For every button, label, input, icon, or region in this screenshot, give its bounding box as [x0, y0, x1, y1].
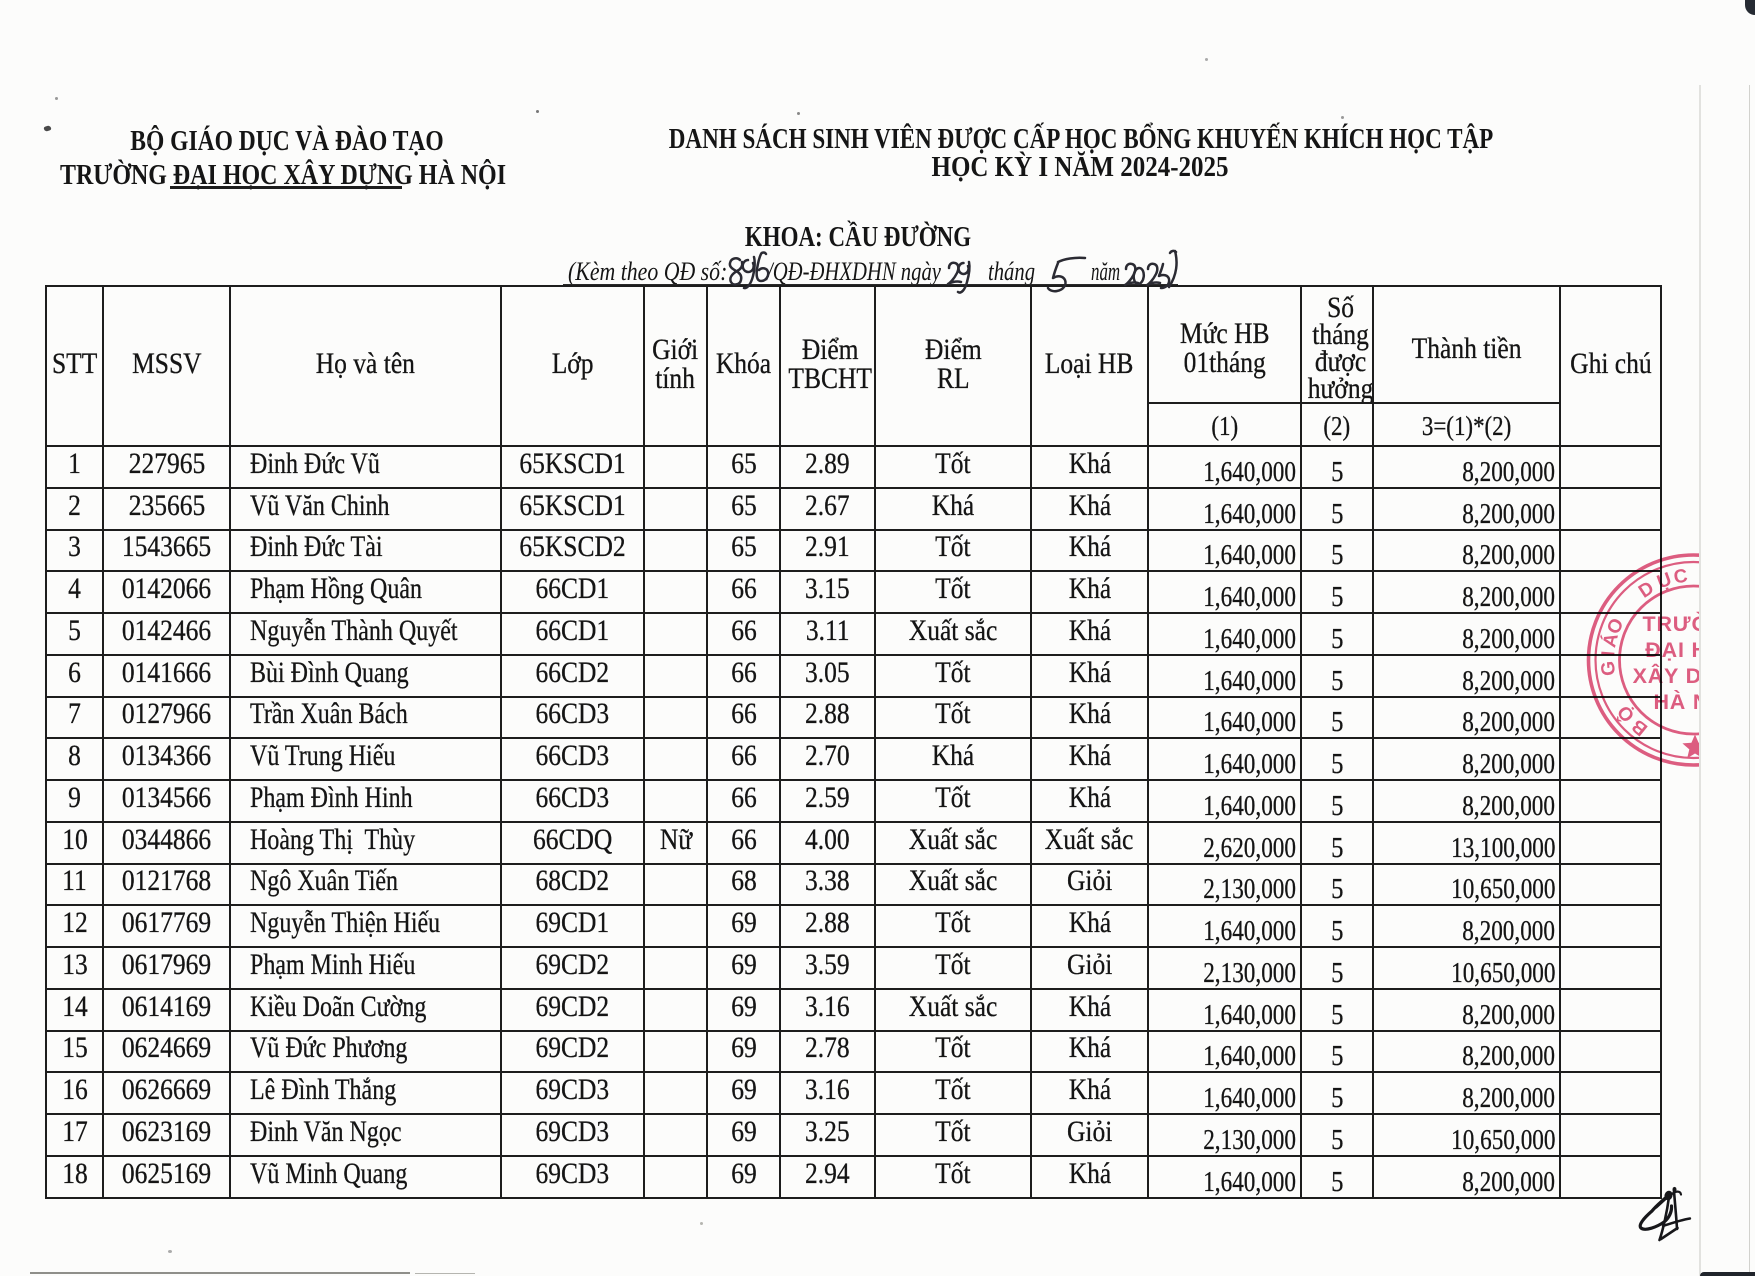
svg-text:HÀ NỘI: HÀ NỘI — [1653, 689, 1700, 714]
svg-text:G: G — [1598, 660, 1620, 677]
svg-text:Ụ: Ụ — [1654, 569, 1674, 593]
svg-text:I: I — [1598, 650, 1619, 657]
svg-text:C: C — [1672, 566, 1689, 589]
svg-text:Á: Á — [1598, 631, 1623, 650]
svg-text:D: D — [1635, 578, 1658, 603]
svg-text:ĐẠI HỌC: ĐẠI HỌC — [1645, 638, 1700, 662]
svg-text:XÂY DỰNG: XÂY DỰNG — [1633, 663, 1700, 688]
svg-text:TRƯỜNG: TRƯỜNG — [1643, 611, 1700, 636]
